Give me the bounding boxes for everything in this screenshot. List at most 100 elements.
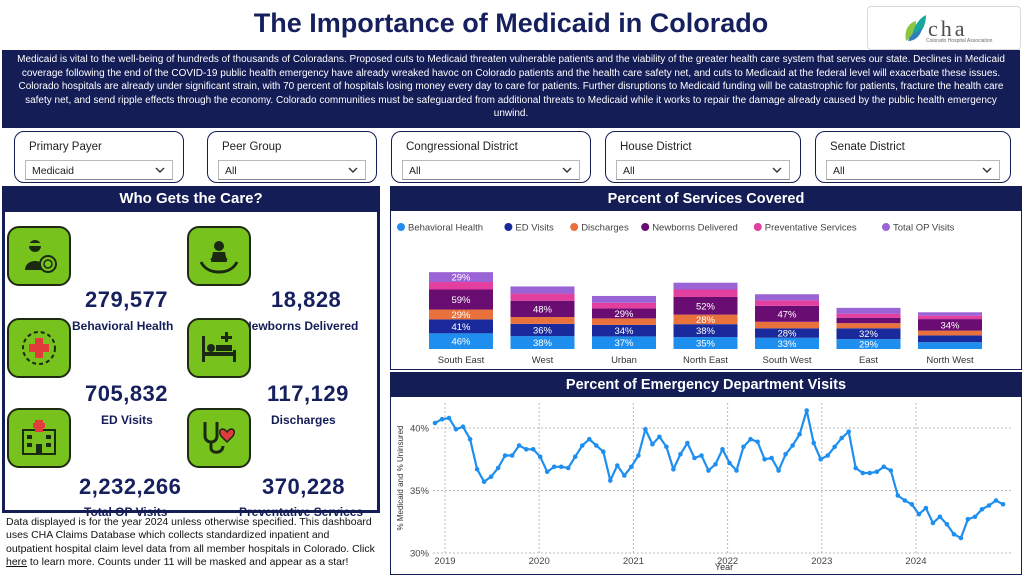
data-label: 37% — [614, 338, 634, 349]
filter-house-district[interactable]: House District All — [605, 131, 801, 183]
data-point — [776, 468, 781, 473]
data-label: 28% — [696, 315, 716, 326]
x-tick-label: North East — [683, 355, 728, 366]
bar-segment — [918, 330, 982, 336]
x-tick-label: 2020 — [529, 556, 550, 567]
primary-payer-dropdown[interactable]: Medicaid — [25, 160, 173, 180]
data-point — [636, 453, 641, 458]
legend-swatch — [641, 223, 650, 231]
ed-visits-panel: Percent of Emergency Department Visits 3… — [390, 372, 1022, 575]
bar-segment — [836, 328, 901, 340]
leaf-logo-icon — [905, 15, 926, 41]
data-point — [958, 535, 964, 541]
data-point — [671, 466, 676, 472]
data-point — [580, 443, 585, 448]
data-point — [713, 461, 718, 467]
logo-subtitle: Colorado Hospital Association — [926, 38, 993, 44]
x-axis-label: Year — [715, 562, 733, 572]
data-point — [986, 503, 992, 508]
data-point — [432, 420, 438, 426]
data-point — [727, 460, 732, 466]
note-text: to learn more. Counts under 11 will be m… — [27, 556, 349, 569]
services-covered-panel: Percent of Services Covered Behavioral H… — [390, 186, 1022, 370]
data-point — [692, 455, 697, 461]
legend-label: ED Visits — [515, 223, 554, 234]
data-point — [657, 434, 662, 440]
data-point — [937, 514, 943, 520]
senate-district-dropdown[interactable]: All — [826, 160, 1000, 180]
data-point — [460, 424, 466, 429]
x-tick-label: 2019 — [434, 556, 455, 567]
legend-label: Total OP Visits — [893, 223, 955, 234]
cha-logo[interactable]: cha Colorado Hospital Association — [867, 6, 1021, 50]
y-tick-label: 30% — [410, 549, 430, 560]
bar-segment — [429, 333, 493, 349]
stat-label: Preventative Services — [239, 505, 364, 519]
data-point — [804, 408, 809, 413]
bar-segment — [592, 324, 656, 337]
congressional-district-dropdown[interactable]: All — [402, 160, 580, 180]
filter-primary-payer[interactable]: Primary Payer Medicaid — [14, 131, 184, 183]
chevron-down-icon — [348, 167, 358, 173]
data-point — [439, 416, 445, 422]
data-label: 29% — [859, 340, 879, 351]
data-point — [888, 468, 894, 473]
data-label: 29% — [451, 273, 471, 284]
bar-segment — [755, 305, 819, 322]
chart-title: Percent of Services Covered — [391, 187, 1021, 211]
data-point — [734, 468, 739, 473]
bar-segment — [836, 323, 901, 329]
title-bar: The Importance of Medicaid in Colorado c… — [2, 2, 1021, 50]
filter-label: Congressional District — [406, 141, 518, 153]
filter-label: Senate District — [830, 141, 905, 153]
bar-segment — [510, 293, 575, 301]
bar-segment — [429, 282, 493, 290]
data-point — [523, 447, 529, 452]
data-point — [502, 453, 508, 458]
series-line — [434, 410, 1004, 540]
bar-segment — [429, 272, 493, 283]
data-point — [818, 457, 823, 462]
stat-value: 705,832 — [85, 381, 169, 406]
x-tick-label: North West — [926, 355, 974, 366]
x-tick-label: East — [859, 355, 878, 366]
data-point — [944, 522, 950, 527]
data-label: 29% — [614, 309, 634, 320]
y-axis-label: % Medicaid and % Uninsured — [396, 426, 405, 531]
legend-label: Behavioral Health — [408, 223, 483, 234]
bar-segment — [592, 295, 656, 303]
filter-senate-district[interactable]: Senate District All — [815, 131, 1011, 183]
bar-segment — [510, 300, 575, 318]
data-label: 36% — [533, 325, 553, 336]
data-point — [467, 436, 473, 442]
hospital-building-icon — [7, 408, 71, 468]
data-point — [537, 454, 543, 459]
data-point — [706, 468, 711, 473]
peer-group-dropdown[interactable]: All — [218, 160, 366, 180]
data-point — [453, 427, 459, 432]
data-point — [979, 507, 985, 512]
bar-segment — [755, 294, 819, 301]
data-point — [909, 502, 915, 507]
stat-label: Newborns Delivered — [243, 319, 359, 333]
bar-segment — [918, 312, 982, 316]
filter-congressional-district[interactable]: Congressional District All — [391, 131, 591, 183]
filter-label: Peer Group — [222, 141, 282, 153]
data-point — [846, 429, 851, 434]
filter-peer-group[interactable]: Peer Group All — [207, 131, 377, 183]
filter-value: Medicaid — [32, 165, 75, 177]
data-point — [860, 470, 866, 476]
data-point — [530, 447, 536, 452]
legend-swatch — [753, 223, 762, 231]
data-point — [832, 444, 837, 450]
bar-segment — [918, 335, 982, 343]
house-district-dropdown[interactable]: All — [616, 160, 790, 180]
x-tick-label: South East — [438, 355, 485, 366]
data-point — [993, 498, 999, 503]
filter-value: All — [225, 165, 237, 177]
bar-segment — [755, 328, 819, 338]
data-point — [495, 465, 501, 471]
data-point — [783, 452, 788, 457]
learn-more-link[interactable]: here — [6, 556, 28, 569]
stat-value: 279,577 — [85, 287, 169, 312]
